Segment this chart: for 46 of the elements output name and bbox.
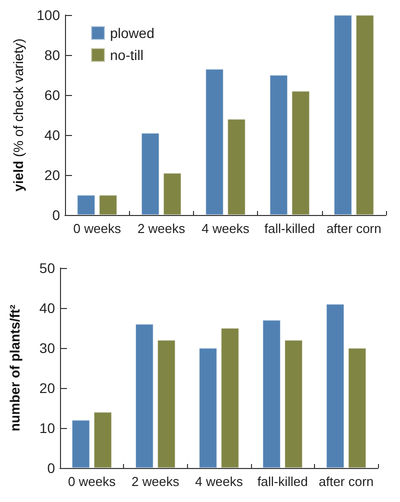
y-tick-label: 10: [39, 420, 56, 436]
x-tick-label: fall-killed: [257, 474, 308, 489]
x-tick-label: 0 weeks: [68, 474, 116, 489]
y-tick-label: 50: [39, 260, 56, 276]
bar: [326, 304, 344, 468]
legend-label: no-till: [110, 47, 144, 63]
x-tick-label: 4 weeks: [202, 221, 250, 236]
bar: [348, 348, 366, 468]
y-tick-label: 60: [44, 87, 60, 103]
y-tick-label: 40: [44, 127, 60, 143]
y-tick-label: 100: [36, 7, 60, 23]
y-tick-label: 30: [39, 340, 56, 356]
y-axis-title: number of plants/ft²: [8, 304, 22, 432]
y-axis-title: yield (% of check variety): [11, 38, 26, 192]
y-tick-label: 80: [44, 47, 60, 63]
bar: [206, 69, 224, 215]
y-tick-label: 0: [47, 460, 56, 476]
y-tick-label: 20: [39, 380, 56, 396]
x-tick-label: fall-killed: [264, 221, 315, 236]
x-tick-label: after corn: [326, 221, 382, 236]
x-tick-label: 2 weeks: [137, 221, 186, 236]
bar: [199, 348, 218, 468]
bar: [94, 412, 112, 468]
bar: [292, 91, 310, 215]
y-tick-label: 0: [52, 207, 60, 223]
bar: [356, 15, 374, 215]
bar: [135, 324, 154, 468]
x-tick-label: 0 weeks: [73, 221, 122, 236]
y-tick-label: 20: [44, 167, 60, 183]
bar: [141, 133, 160, 215]
bar: [334, 15, 352, 215]
bar: [99, 195, 118, 215]
bar: [163, 173, 182, 215]
bar: [284, 340, 303, 468]
bar: [77, 195, 96, 215]
x-tick-label: 2 weeks: [132, 474, 180, 489]
bar: [270, 75, 288, 215]
x-tick-label: after corn: [318, 474, 374, 489]
bar: [72, 420, 90, 468]
bar: [220, 328, 239, 468]
bar: [157, 340, 176, 468]
bar: [262, 320, 281, 468]
y-tick-label: 40: [39, 300, 56, 316]
bar: [227, 119, 246, 215]
legend-label: plowed: [110, 25, 154, 41]
x-tick-label: 4 weeks: [195, 474, 244, 489]
